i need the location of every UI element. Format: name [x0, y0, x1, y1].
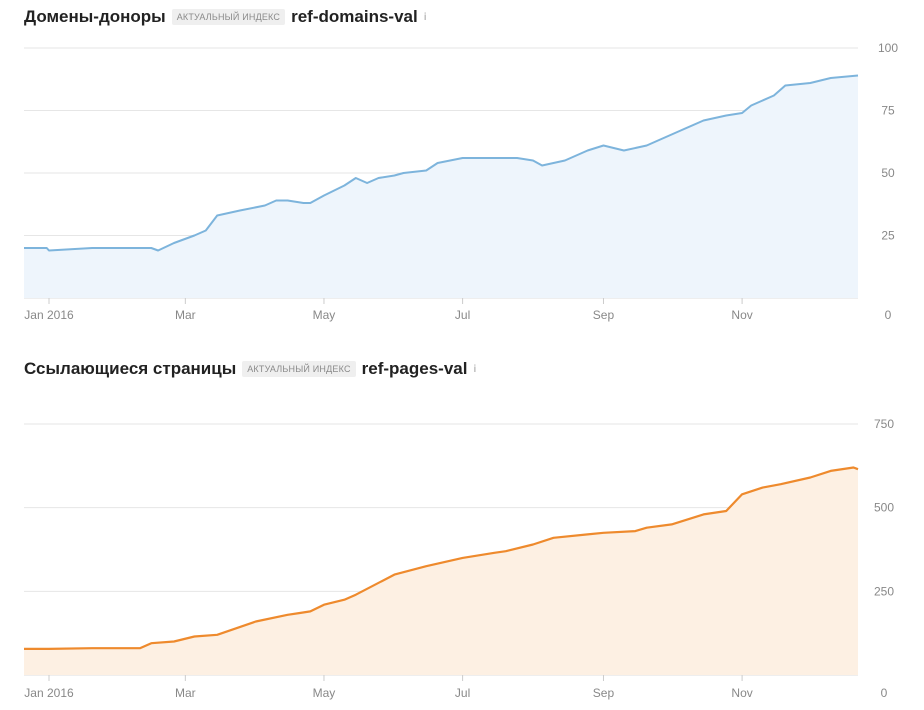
- y-tick-label: 25: [881, 229, 895, 243]
- x-tick-label: Jul: [455, 686, 470, 700]
- series-line[interactable]: [24, 466, 859, 650]
- y-tick-label: 750: [874, 417, 894, 431]
- x-tick-label: Mar: [175, 686, 196, 700]
- y-tick-label: 250: [874, 584, 894, 598]
- ref-domains-chart[interactable]: 0 25 50 75 100 Jan 2016 Mar May Jul Sep Nov: [0, 32, 924, 332]
- info-icon[interactable]: i: [473, 363, 477, 375]
- ref-domains-header: Домены-доноры Актуальный индекс ref-doma…: [24, 5, 426, 29]
- x-tick-label: May: [313, 308, 336, 322]
- y-tick-label: 0: [885, 308, 892, 322]
- x-tick-label: Nov: [731, 308, 752, 322]
- x-tick-label: Sep: [593, 686, 615, 700]
- current-index-badge: Актуальный индекс: [171, 9, 286, 25]
- x-tick-label: Sep: [593, 308, 615, 322]
- series-area: [24, 75, 858, 298]
- x-tick-label: Jan 2016: [24, 308, 74, 322]
- x-tick-label: Jan 2016: [24, 686, 74, 700]
- x-tick-label: Mar: [175, 308, 196, 322]
- info-icon[interactable]: i: [423, 11, 427, 23]
- ref-pages-section: Ссылающиеся страницы Актуальный индекс r…: [0, 352, 924, 700]
- x-tick-label: May: [313, 686, 336, 700]
- section-title: Домены-доноры: [24, 7, 166, 26]
- metric-key: ref-pages-val: [361, 359, 468, 378]
- y-tick-label: 100: [878, 41, 898, 55]
- current-index-badge: Актуальный индекс: [242, 361, 356, 377]
- series-line[interactable]: [24, 74, 859, 252]
- y-tick-label: 0: [881, 686, 888, 700]
- y-tick-label: 500: [874, 501, 894, 515]
- x-tick-label: Nov: [731, 686, 752, 700]
- y-tick-label: 75: [881, 104, 895, 118]
- y-tick-label: 50: [881, 166, 895, 180]
- ref-pages-chart[interactable]: 0 250 500 750 Jan 2016 Mar May Jul Sep Nov: [0, 392, 924, 710]
- metric-key: ref-domains-val: [291, 7, 418, 26]
- ref-domains-section: Домены-доноры Актуальный индекс ref-doma…: [0, 0, 924, 332]
- x-tick-label: Jul: [455, 308, 470, 322]
- section-title: Ссылающиеся страницы: [24, 359, 237, 378]
- ref-pages-header: Ссылающиеся страницы Актуальный индекс r…: [24, 357, 476, 381]
- series-area: [24, 467, 858, 675]
